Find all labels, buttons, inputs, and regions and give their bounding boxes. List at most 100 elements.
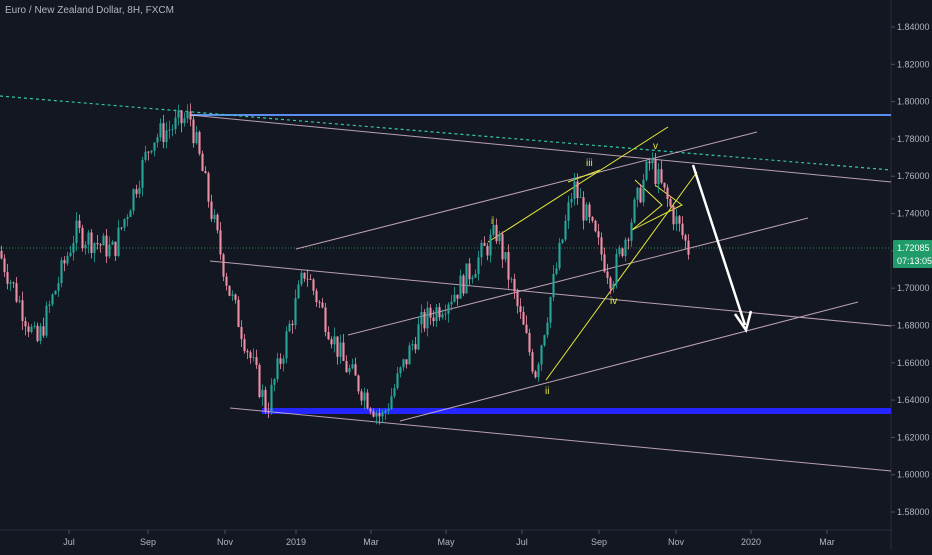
time-axis[interactable]: Jul Sep Nov 2019 Mar May Jul Sep Nov 2020 Mar (63, 530, 835, 547)
time-tick-label: Jul (63, 537, 75, 547)
candle-body (687, 240, 690, 255)
candle-body (468, 263, 471, 280)
wave-line[interactable] (567, 169, 601, 183)
candle-body (144, 151, 147, 160)
candle-body (552, 273, 555, 298)
candle-body (132, 189, 135, 211)
candle-body (483, 242, 486, 246)
candle-body (0, 250, 3, 259)
channel-line[interactable] (295, 131, 758, 250)
candle-body (582, 197, 585, 221)
candle-body (579, 197, 582, 199)
time-tick-label: Mar (363, 537, 379, 547)
candle-body (195, 132, 198, 144)
candle-body (315, 290, 318, 303)
candle-body (669, 198, 672, 207)
candle-body (654, 159, 657, 185)
candle-body (96, 243, 99, 245)
candle-body (645, 161, 648, 180)
candle-body (312, 279, 315, 291)
candle-body (576, 181, 579, 198)
candle-body (408, 345, 411, 365)
price-tick-label: 1.58000 (897, 507, 930, 517)
candle-body (201, 153, 204, 172)
candle-body (540, 345, 543, 365)
candle-body (339, 342, 342, 357)
candle-body (237, 299, 240, 328)
candle-body (234, 294, 237, 300)
candle-body (411, 344, 414, 346)
candle-body (246, 351, 249, 353)
candle-body (276, 358, 279, 380)
candle-body (120, 227, 123, 229)
price-tick-label: 1.84000 (897, 22, 930, 32)
channel-line[interactable] (209, 260, 892, 327)
candle-body (459, 275, 462, 299)
channel-line[interactable] (399, 301, 859, 422)
candle-body (438, 307, 441, 318)
candle-body (255, 357, 258, 366)
candle-body (192, 119, 195, 144)
candle-body (258, 365, 261, 398)
candle-body (105, 235, 108, 257)
time-tick-label: Jul (516, 537, 528, 547)
channel-line[interactable] (347, 217, 809, 336)
candle-body (48, 304, 51, 306)
candle-body (648, 161, 651, 164)
candle-body (399, 367, 402, 374)
candles (0, 103, 690, 425)
candle-body (54, 290, 57, 295)
candle-body (588, 204, 591, 218)
candle-body (264, 389, 267, 412)
candle-body (150, 150, 153, 153)
candle-body (630, 222, 633, 241)
candle-body (210, 201, 213, 220)
candle-body (570, 199, 573, 203)
candle-body (663, 182, 666, 188)
candle-body (123, 219, 126, 228)
candle-body (126, 217, 129, 220)
candle-body (93, 243, 96, 254)
candle-body (300, 272, 303, 285)
time-tick-label: May (437, 537, 455, 547)
channel-line[interactable] (229, 407, 892, 472)
candle-body (309, 279, 312, 280)
candle-body (306, 278, 309, 280)
candle-body (75, 220, 78, 244)
candle-body (162, 123, 165, 143)
candle-body (84, 244, 87, 249)
wave-label-iii: iii (586, 158, 593, 169)
candle-body (57, 283, 60, 291)
candle-body (435, 307, 438, 322)
candle-body (357, 375, 360, 392)
candle-body (72, 243, 75, 253)
candle-body (501, 234, 504, 260)
candle-body (225, 276, 228, 286)
candle-body (141, 159, 144, 188)
candle-body (153, 142, 156, 151)
candle-body (480, 242, 483, 258)
candle-body (636, 187, 639, 200)
candle-body (567, 202, 570, 221)
candle-body (303, 272, 306, 279)
candle-body (420, 311, 423, 325)
candle-body (81, 227, 84, 249)
price-tick-label: 1.74000 (897, 209, 930, 219)
wave-line[interactable] (545, 171, 698, 381)
channel-line[interactable] (189, 114, 892, 183)
candle-body (285, 331, 288, 359)
candle-body (489, 234, 492, 256)
candle-body (675, 216, 678, 225)
candle-body (291, 323, 294, 326)
support-band[interactable] (262, 408, 891, 414)
candle-body (492, 224, 495, 235)
dashed-trendline[interactable] (0, 95, 892, 171)
candle-body (498, 234, 501, 242)
candle-body (600, 237, 603, 255)
price-axis[interactable]: 1.84000 1.82000 1.80000 1.78000 1.76000 1.740… (891, 22, 930, 517)
forecast-arrow[interactable] (691, 164, 753, 333)
candle-body (573, 181, 576, 200)
candle-body (426, 307, 429, 329)
